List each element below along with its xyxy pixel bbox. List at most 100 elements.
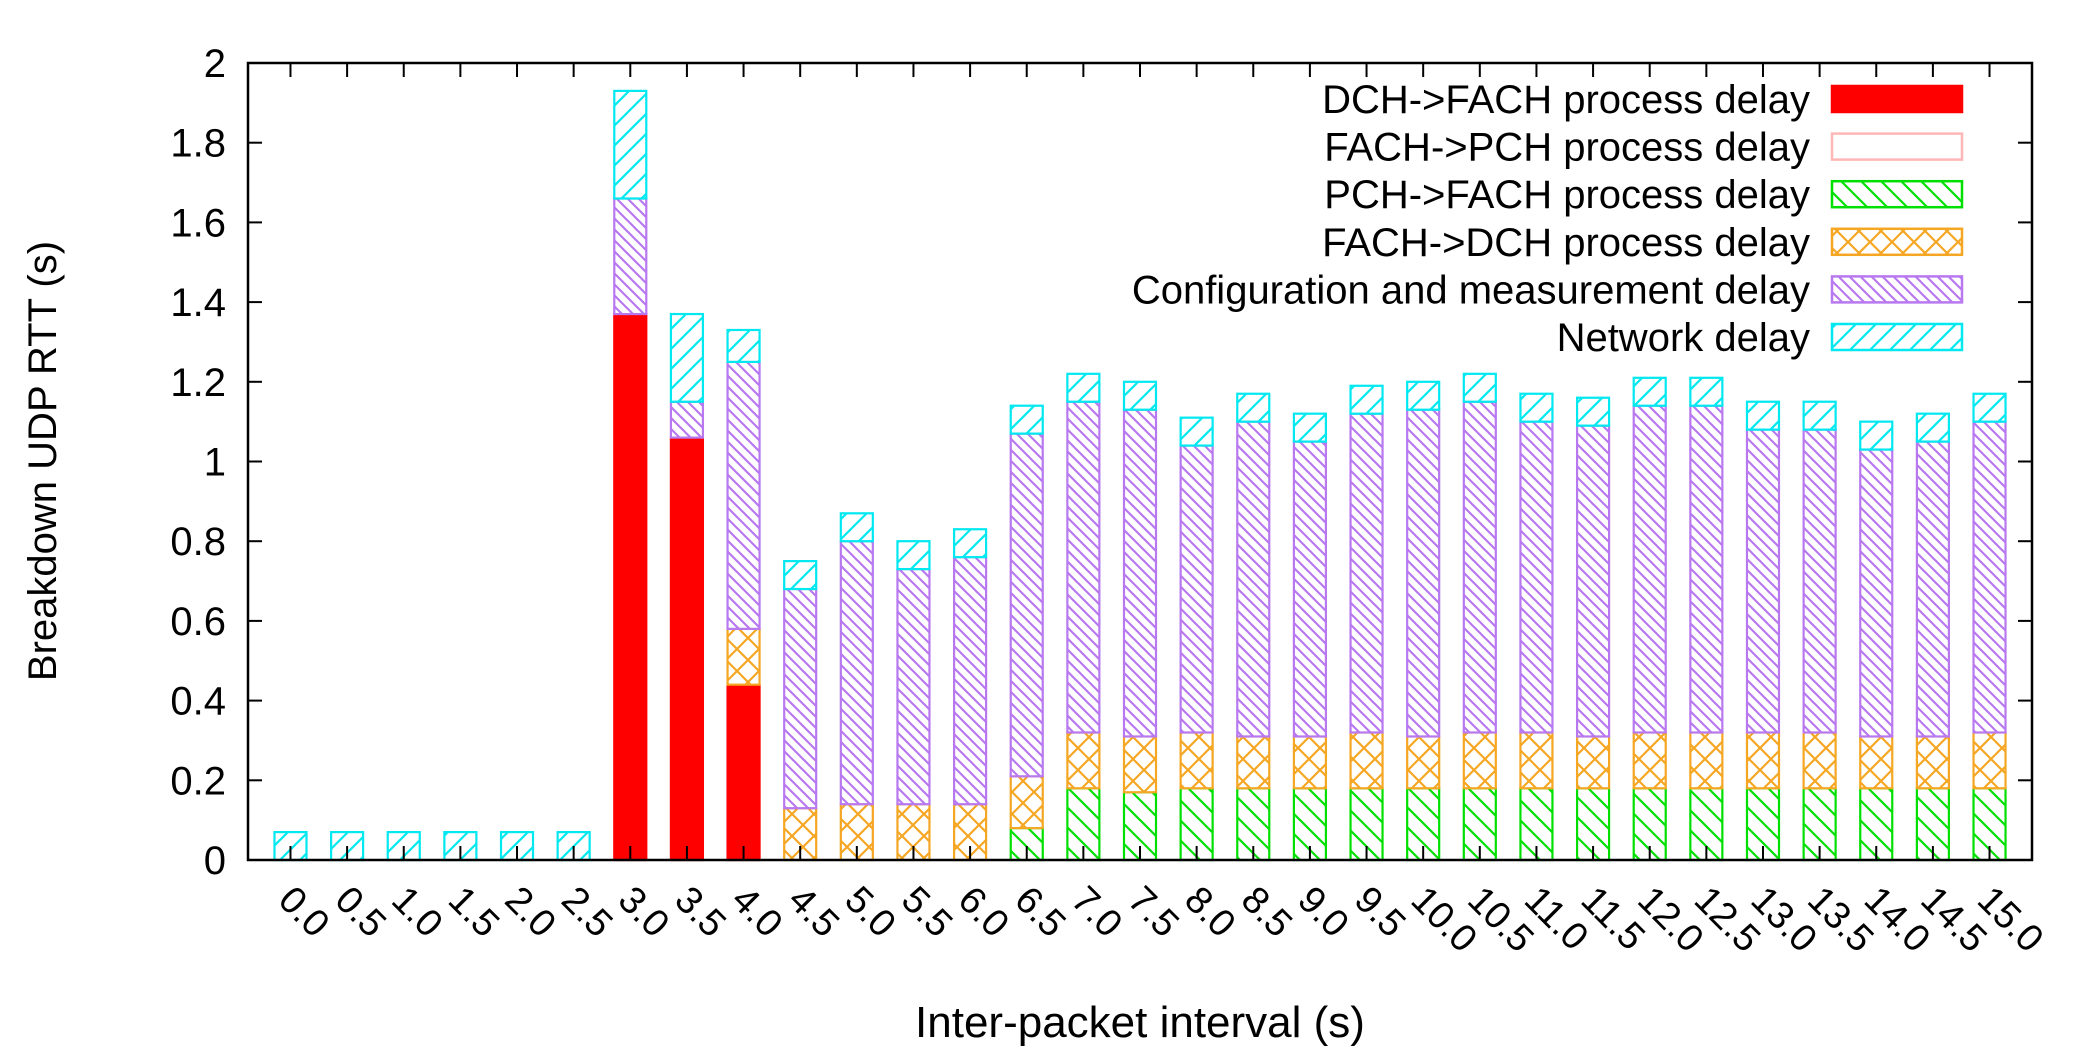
bar-segment: [1406, 735, 1441, 790]
x-tick-label: 5.5: [893, 879, 960, 946]
bar-segment: [1122, 735, 1158, 794]
x-tick-label: 5.0: [836, 879, 903, 946]
x-tick-label: 7.5: [1120, 879, 1187, 946]
bar-segment: [839, 540, 874, 806]
bar-segment: [726, 627, 761, 686]
legend-swatch: [1830, 84, 1964, 114]
y-tick-label: 1.2: [170, 361, 226, 405]
bar-segment: [1066, 372, 1101, 403]
bar-segment: [1122, 408, 1158, 738]
y-axis-label: Breakdown UDP RTT (s): [21, 241, 65, 681]
bar-segment: [1179, 444, 1214, 734]
legend-label: Network delay: [1557, 316, 1810, 360]
x-axis-label: Inter-packet interval (s): [915, 998, 1365, 1047]
legend-swatch: [1830, 179, 1964, 209]
y-tick-label: 0: [204, 839, 226, 883]
bar-segment: [1349, 384, 1384, 415]
bar-segment: [1915, 412, 1950, 443]
x-tick-label: 6.5: [1006, 879, 1073, 946]
bar-segment: [1406, 408, 1441, 738]
bar-segment: [1349, 731, 1384, 790]
x-tick-label: 6.0: [950, 879, 1017, 946]
x-tick-label: 7.0: [1063, 879, 1130, 946]
legend-swatch: [1830, 322, 1964, 352]
bar-segment: [1972, 420, 2007, 734]
x-tick-label: 3.5: [667, 879, 734, 946]
bar-segment: [1179, 731, 1214, 790]
bar-segment: [783, 560, 818, 591]
bar-segment: [1632, 404, 1667, 734]
bar-segment: [839, 512, 874, 543]
bar-segment: [1745, 731, 1781, 790]
x-tick-label: 15.0: [1969, 879, 2051, 961]
bar-segment: [1519, 420, 1554, 734]
bar-segment: [1575, 396, 1611, 427]
y-tick-label: 2: [204, 42, 226, 86]
bar-segment: [669, 436, 705, 862]
bar-segment: [1859, 448, 1894, 738]
bar-segment: [1179, 416, 1214, 447]
bar-layer: [273, 89, 2007, 862]
bar-segment: [1689, 376, 1724, 407]
bar-segment: [1292, 735, 1328, 790]
legend-label: FACH->PCH process delay: [1324, 126, 1810, 170]
bar-segment: [1462, 372, 1497, 403]
bar-segment: [1009, 432, 1044, 778]
legend-label: PCH->FACH process delay: [1324, 173, 1810, 217]
bar-segment: [1802, 731, 1837, 790]
x-tick-label: 4.0: [723, 879, 790, 946]
bar-segment: [1236, 420, 1271, 738]
bar-segment: [1066, 400, 1101, 734]
y-tick-label: 1.6: [170, 201, 226, 245]
bar-segment: [1745, 428, 1781, 734]
y-tick-label: 0.4: [170, 680, 226, 724]
legend-label: DCH->FACH process delay: [1322, 78, 1810, 122]
bar-segment: [1745, 787, 1781, 862]
bar-segment: [1859, 420, 1894, 451]
bar-segment: [1575, 735, 1611, 790]
bar-segment: [1689, 731, 1724, 790]
bar-segment: [1575, 424, 1611, 738]
bar-segment: [1462, 400, 1497, 734]
x-tick-label: 0.0: [270, 879, 337, 946]
bar-segment: [896, 567, 931, 806]
bar-segment: [1292, 412, 1328, 443]
bar-segment: [726, 328, 761, 363]
bar-segment: [1915, 440, 1950, 738]
bar-segment: [1519, 392, 1554, 423]
y-tick-label: 0.8: [170, 520, 226, 564]
bar-segment: [1745, 400, 1781, 431]
x-tick-label: 2.5: [553, 879, 620, 946]
bar-segment: [1575, 787, 1611, 862]
bar-segment: [1519, 731, 1554, 790]
legend-label: Configuration and measurement delay: [1132, 268, 1810, 312]
bar-segment: [613, 312, 648, 862]
bar-segment: [1462, 731, 1497, 790]
y-axis: 0 0.2 0.4 0.6 0.8 1 1.2 1.4 1.6 1.8 2: [170, 42, 2032, 883]
y-tick-label: 0.6: [170, 600, 226, 644]
bar-segment: [1122, 380, 1158, 411]
x-tick-label: 8.5: [1233, 879, 1300, 946]
legend-swatch: [1830, 132, 1964, 161]
x-tick-label: 1.0: [383, 879, 450, 946]
bar-segment: [1632, 376, 1667, 407]
bar-segment: [1009, 404, 1044, 435]
bar-segment: [726, 360, 761, 630]
bar-segment: [1009, 775, 1044, 830]
x-tick-label: 8.0: [1176, 879, 1243, 946]
bar-segment: [1632, 731, 1667, 790]
bar-segment: [1802, 400, 1837, 431]
bar-segment: [726, 683, 761, 862]
y-tick-label: 1.4: [170, 281, 226, 325]
bar-segment: [1236, 735, 1271, 790]
y-tick-label: 1.8: [170, 122, 226, 166]
bar-segment: [1406, 380, 1441, 411]
x-tick-label: 9.5: [1346, 879, 1413, 946]
bar-segment: [783, 587, 818, 810]
bar-segment: [1066, 731, 1101, 790]
bar-segment: [1802, 428, 1837, 734]
legend-label: FACH->DCH process delay: [1322, 221, 1810, 265]
bar-segment: [1236, 392, 1271, 423]
x-tick-label: 4.5: [780, 879, 847, 946]
